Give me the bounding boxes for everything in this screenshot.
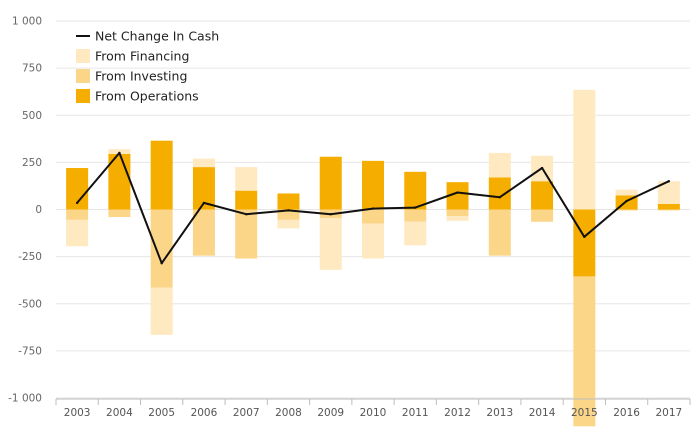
bar-from-investing-2014 xyxy=(531,209,554,222)
bar-from-operations-2009 xyxy=(319,156,342,210)
x-tick-label: 2008 xyxy=(275,407,302,419)
legend-label: From Financing xyxy=(95,49,189,64)
bar-from-operations-2006 xyxy=(192,167,215,210)
bar-from-operations-2003 xyxy=(66,168,89,210)
x-tick-label: 2006 xyxy=(191,407,218,419)
bar-from-operations-2008 xyxy=(277,193,300,210)
legend-swatch xyxy=(76,69,90,83)
x-tick-label: 2012 xyxy=(444,407,471,419)
bar-from-investing-2015 xyxy=(573,276,596,427)
y-tick-label: 1 000 xyxy=(12,16,42,28)
bar-from-financing-2006 xyxy=(192,158,215,168)
bar-from-operations-2013 xyxy=(488,177,511,210)
x-tick-label: 2004 xyxy=(106,407,133,419)
bar-from-financing-2005 xyxy=(150,287,173,335)
bar-from-investing-2012 xyxy=(446,209,469,217)
bar-from-financing-2004 xyxy=(108,149,131,154)
bar-from-investing-2008 xyxy=(277,209,300,220)
net-change-point-2010 xyxy=(371,207,375,210)
bar-from-operations-2017 xyxy=(657,203,680,210)
net-change-point-2011 xyxy=(414,206,417,209)
net-change-point-2009 xyxy=(329,213,332,216)
x-tick-label: 2015 xyxy=(571,407,598,419)
bar-from-financing-2009 xyxy=(319,217,342,270)
bar-from-operations-2005 xyxy=(150,140,173,210)
x-tick-label: 2010 xyxy=(360,407,387,419)
bar-from-investing-2007 xyxy=(235,209,258,259)
net-change-point-2005 xyxy=(160,262,163,265)
bar-from-financing-2012 xyxy=(446,216,469,221)
bar-from-investing-2013 xyxy=(488,209,511,256)
net-change-point-2013 xyxy=(498,196,501,199)
bar-from-investing-2004 xyxy=(108,209,131,218)
bar-from-investing-2006 xyxy=(192,209,215,256)
bar-from-financing-2013 xyxy=(488,152,511,178)
y-tick-label: 750 xyxy=(22,63,42,75)
net-change-point-2003 xyxy=(75,201,79,205)
legend-label: Net Change In Cash xyxy=(95,29,219,44)
bar-from-financing-2007 xyxy=(235,167,258,191)
bar-from-operations-2015 xyxy=(573,209,596,277)
net-change-point-2016 xyxy=(625,199,628,203)
bar-from-operations-2007 xyxy=(235,190,258,210)
y-tick-label: -1 000 xyxy=(8,393,42,405)
bar-from-financing-2010 xyxy=(362,223,384,259)
bar-from-investing-2017 xyxy=(657,209,680,211)
x-tick-label: 2014 xyxy=(529,407,556,419)
bar-from-operations-2011 xyxy=(404,171,427,210)
bar-from-operations-2010 xyxy=(362,160,384,210)
net-change-point-2007 xyxy=(245,213,248,216)
net-change-point-2014 xyxy=(540,166,544,170)
bar-from-financing-2003 xyxy=(66,219,89,247)
bar-from-financing-2011 xyxy=(404,221,427,246)
y-tick-label: 500 xyxy=(22,110,42,122)
bar-from-financing-2008 xyxy=(277,219,300,229)
net-change-point-2006 xyxy=(202,201,206,205)
bar-from-investing-2005 xyxy=(150,209,173,288)
bar-from-financing-2017 xyxy=(657,181,680,204)
bar-from-financing-2015 xyxy=(573,89,596,210)
legend-label: From Operations xyxy=(95,89,199,104)
bar-from-operations-2012 xyxy=(446,182,469,210)
bar-from-investing-2011 xyxy=(404,209,427,222)
net-change-point-2012 xyxy=(456,191,459,194)
net-change-point-2004 xyxy=(118,151,121,155)
x-tick-label: 2016 xyxy=(613,407,640,419)
bar-from-operations-2014 xyxy=(531,181,554,210)
bar-from-investing-2003 xyxy=(66,209,89,220)
y-tick-label: -250 xyxy=(18,251,42,263)
x-axis: 2003 2004 2005 2006 2007 2008 2009 2010 2011 2012… xyxy=(55,398,691,419)
y-tick-label: 0 xyxy=(35,204,42,216)
legend-swatch xyxy=(76,89,90,103)
legend-swatch xyxy=(76,49,90,63)
bar-from-investing-2016 xyxy=(615,209,638,211)
x-tick-label: 2007 xyxy=(233,407,260,419)
bar-from-financing-2016 xyxy=(615,189,638,196)
net-change-point-2017 xyxy=(667,180,671,183)
x-tick-label: 2005 xyxy=(148,407,175,419)
net-change-line-series xyxy=(75,151,671,265)
x-tick-label: 2009 xyxy=(317,407,344,419)
y-tick-label: -500 xyxy=(18,298,42,310)
legend: Net Change In Cash From Financing From Inv… xyxy=(76,29,219,104)
y-tick-label: 250 xyxy=(22,157,42,169)
net-change-point-2008 xyxy=(287,209,290,212)
y-tick-label: -750 xyxy=(18,345,42,357)
net-change-point-2015 xyxy=(583,235,586,239)
bar-series xyxy=(66,89,680,427)
legend-label: From Investing xyxy=(95,69,187,84)
x-tick-label: 2011 xyxy=(402,407,429,419)
y-axis-ticks: -1 000 -750 -500 -250 0 250 500 750 1 000 xyxy=(8,16,42,405)
x-tick-label: 2017 xyxy=(655,407,682,419)
x-tick-label: 2013 xyxy=(486,407,513,419)
bar-from-investing-2010 xyxy=(362,209,384,224)
x-tick-label: 2003 xyxy=(64,407,91,419)
